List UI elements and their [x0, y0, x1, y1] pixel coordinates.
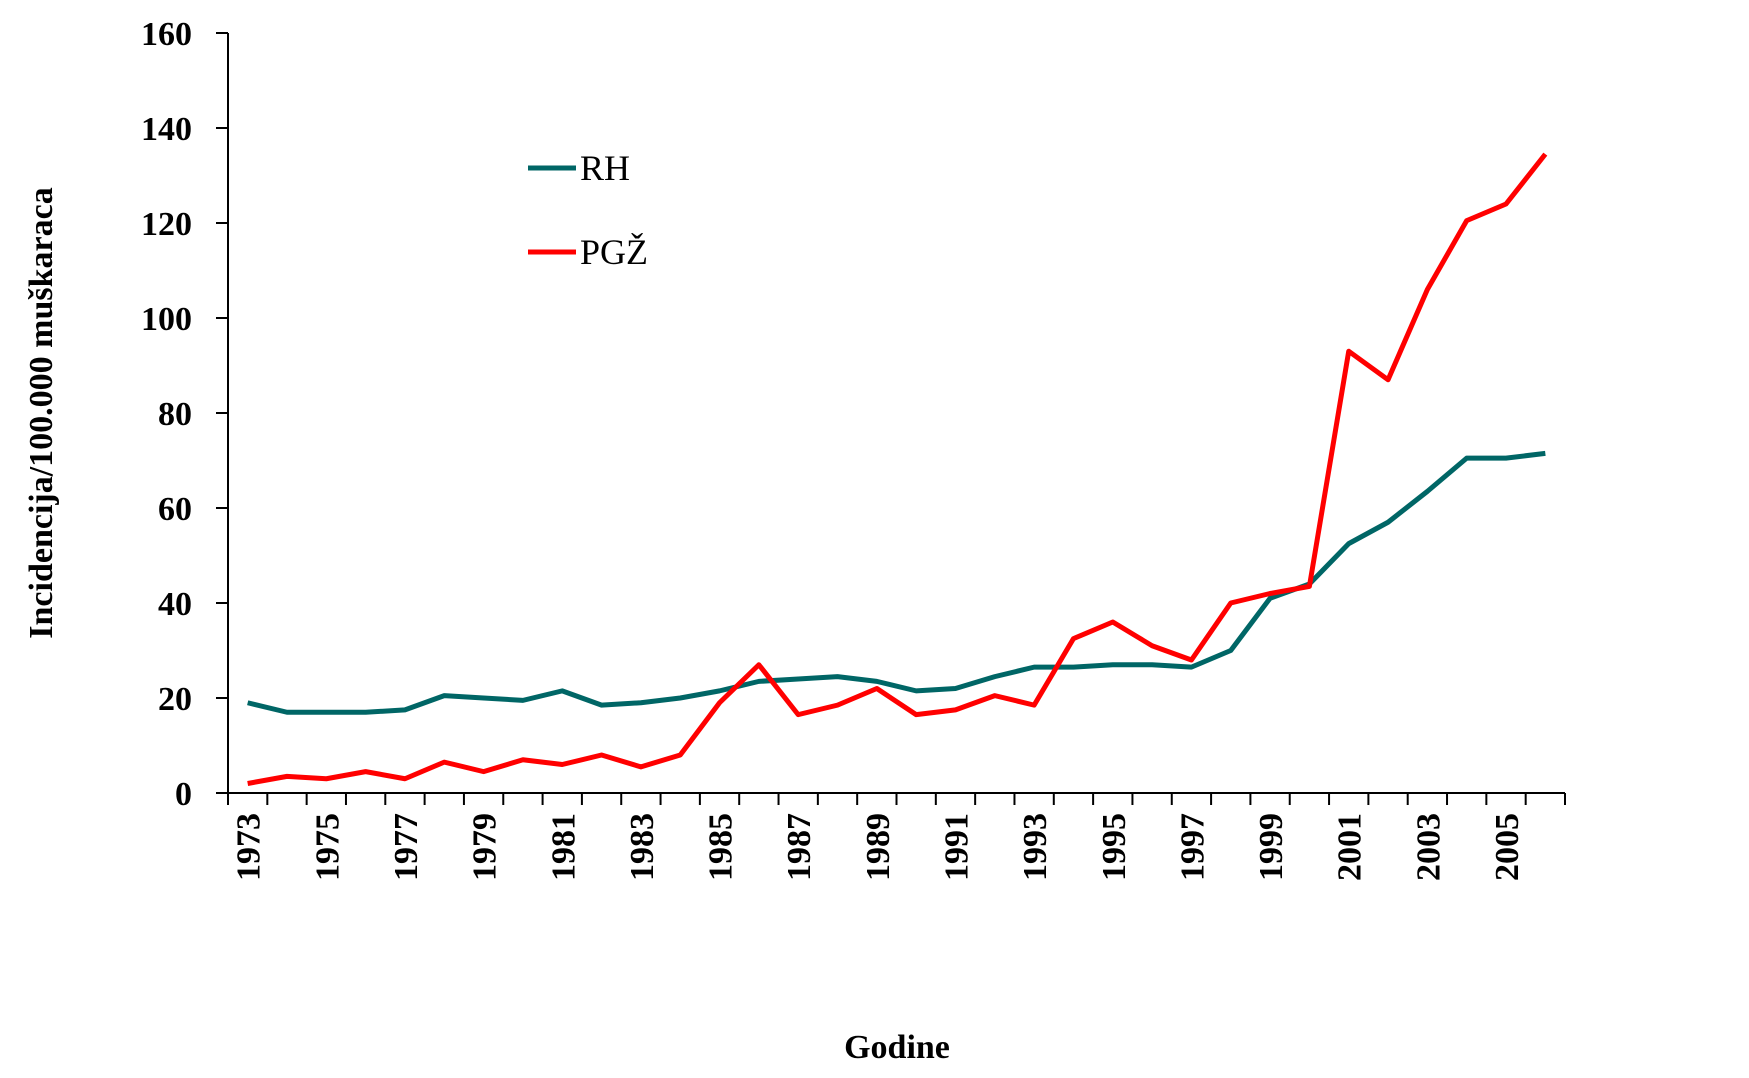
x-axis-title: Godine [844, 1029, 950, 1066]
y-tick-label: 0 [175, 776, 192, 813]
legend-label: RH [580, 148, 630, 188]
y-tick-label: 20 [158, 681, 192, 718]
x-tick-label: 1983 [624, 813, 661, 881]
x-tick-label: 1973 [231, 813, 268, 881]
y-tick-label: 80 [158, 396, 192, 433]
x-tick-label: 1991 [938, 813, 975, 881]
y-tick-label: 120 [141, 206, 192, 243]
x-tick-label: 1993 [1017, 813, 1054, 881]
line [247, 152, 1548, 786]
x-tick-label: 1989 [860, 813, 897, 881]
x-tick-label: 2003 [1410, 813, 1447, 881]
y-axis-title: Incidencija/100.000 muškaraca [23, 187, 60, 638]
x-tick-label: 1985 [703, 813, 740, 881]
x-tick-label: 1979 [467, 813, 504, 881]
legend-label: PGŽ [580, 232, 648, 272]
line [247, 450, 1546, 715]
x-tick-label: 1997 [1174, 813, 1211, 881]
x-tick-label: 2001 [1332, 813, 1369, 881]
x-tick-label: 1995 [1096, 813, 1133, 881]
y-tick-label: 60 [158, 491, 192, 528]
y-tick-label: 40 [158, 586, 192, 623]
x-tick-label: 2005 [1489, 813, 1526, 881]
y-tick-label: 100 [141, 301, 192, 338]
x-tick-label: 1987 [781, 813, 818, 881]
x-tick-label: 1999 [1253, 813, 1290, 881]
y-tick-label: 140 [141, 111, 192, 148]
x-tick-label: 1981 [545, 813, 582, 881]
x-tick-label: 1977 [388, 813, 425, 881]
y-tick-label: 160 [141, 16, 192, 53]
x-tick-label: 1975 [309, 813, 346, 881]
